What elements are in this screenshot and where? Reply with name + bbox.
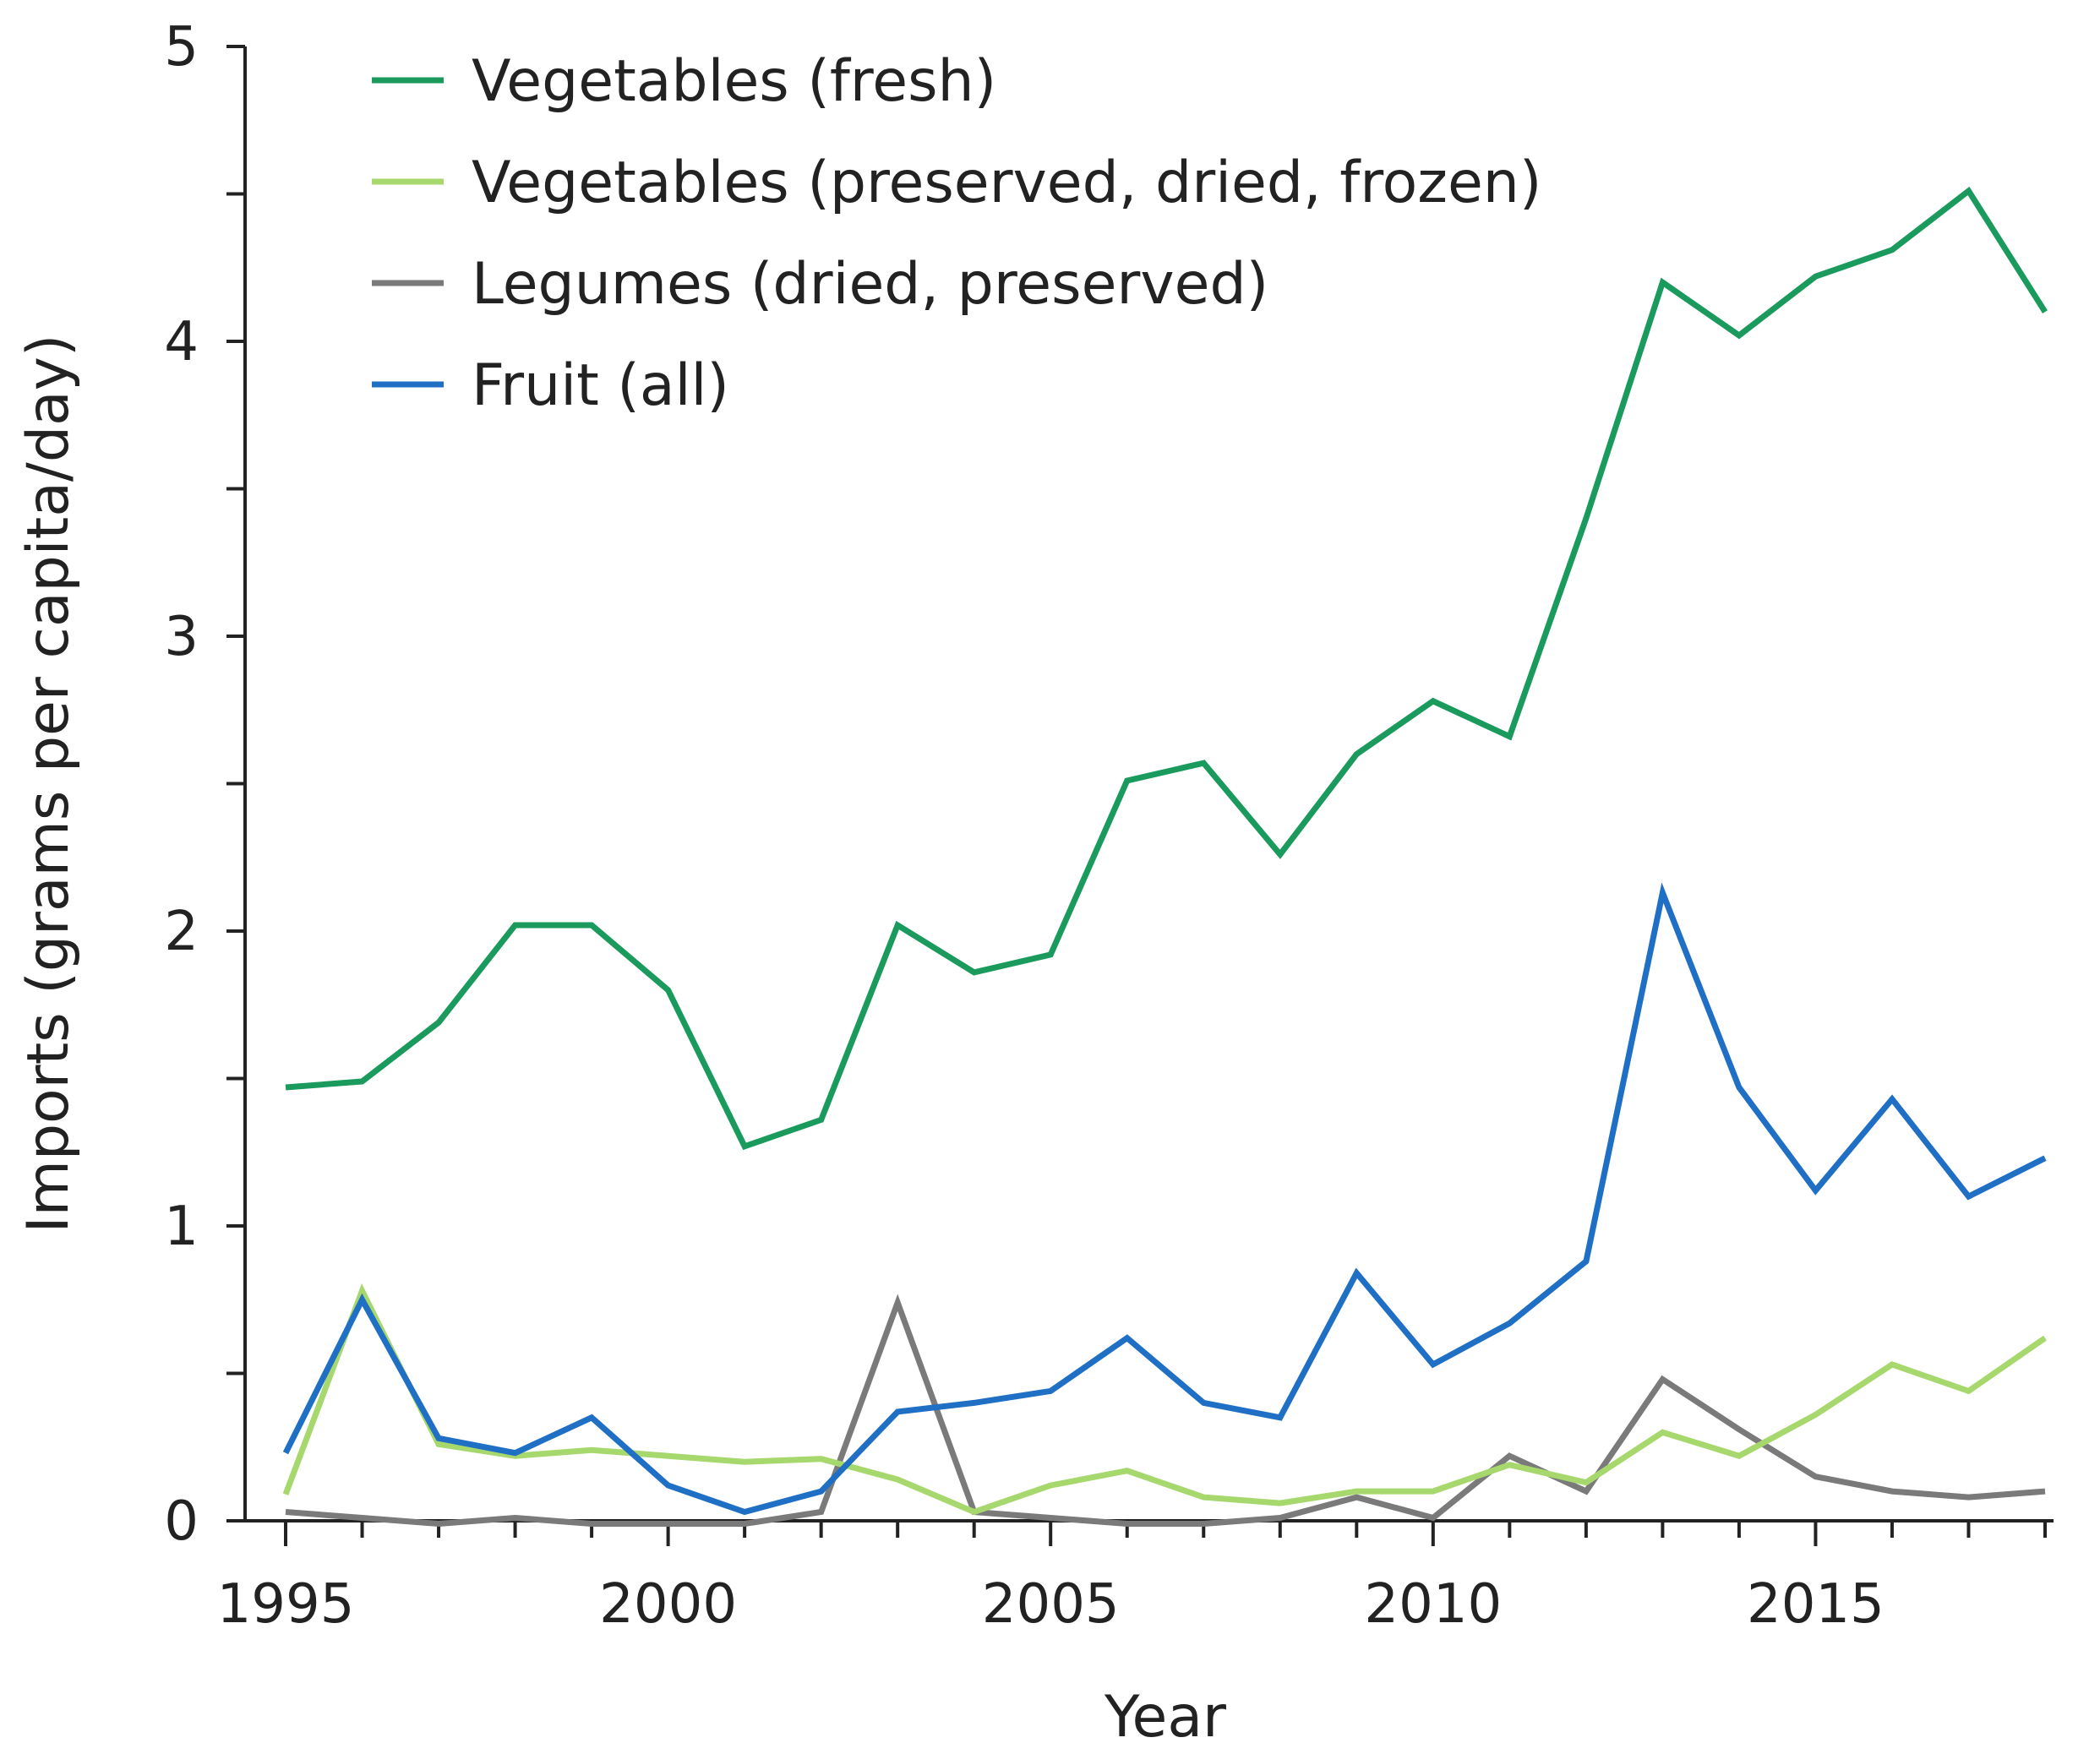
y-tick-label: 2: [164, 901, 199, 963]
series-line-vegetables-preserved-dried-frozen: [282, 1283, 2047, 1516]
legend-label: Vegetables (preserved, dried, frozen): [472, 150, 1541, 216]
legend-label: Vegetables (fresh): [472, 48, 996, 115]
legend-label: Legumes (dried, preserved): [472, 251, 1268, 318]
series-lines: [282, 186, 2048, 1528]
legend: Vegetables (fresh) Vegetables (preserved,…: [372, 48, 1541, 419]
y-tick-label: 3: [164, 606, 199, 668]
y-tick-label: 1: [164, 1196, 199, 1258]
y-axis-title: Imports (grams per capita/day): [15, 335, 82, 1234]
x-tick-label: 1995: [217, 1573, 355, 1636]
x-tick-label: 2005: [982, 1573, 1120, 1636]
x-tick-label: 2015: [1747, 1573, 1885, 1636]
x-tick-label: 2000: [599, 1573, 737, 1636]
series-line-legumes-dried-preserved: [285, 1294, 2046, 1528]
y-tick-label: 0: [164, 1490, 199, 1553]
x-axis-title: Year: [1104, 1684, 1226, 1751]
y-tick-label: 5: [164, 16, 199, 79]
y-tick-label: 4: [164, 311, 199, 373]
series-line-fruit-all: [282, 882, 2047, 1516]
x-tick-label: 2010: [1364, 1573, 1502, 1636]
axes: 0 1 2 3 4 5 1995 2000 2005 2010 2015: [164, 16, 2054, 1636]
series-line-vegetables-fresh: [285, 186, 2048, 1151]
legend-label: Fruit (all): [472, 352, 729, 419]
